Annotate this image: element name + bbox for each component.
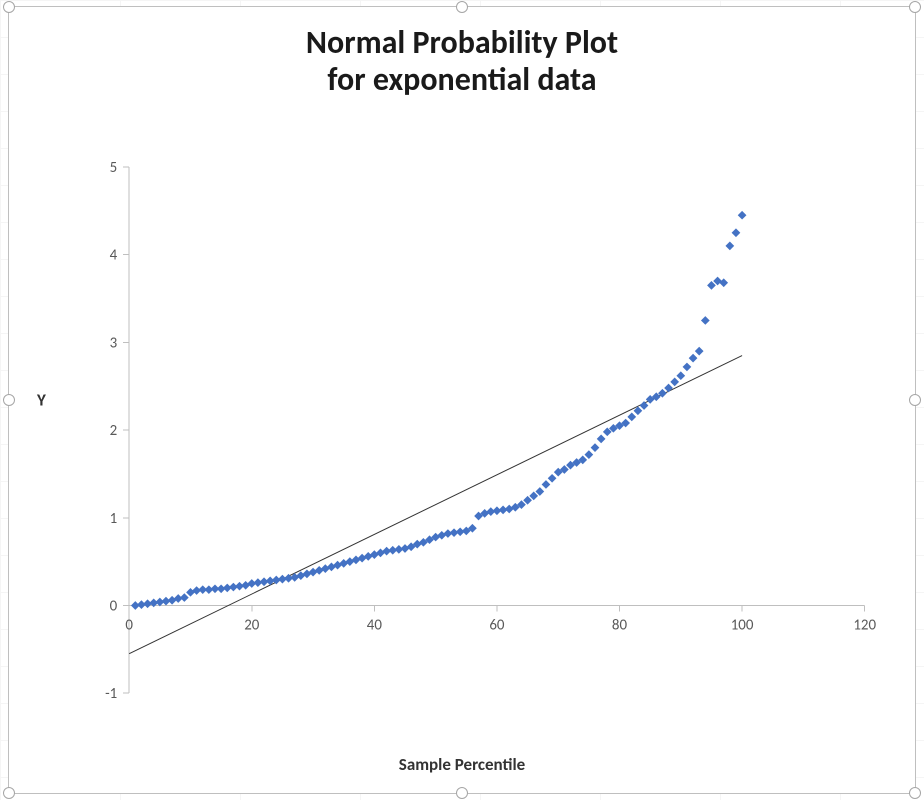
- chart-container[interactable]: Normal Probability Plot for exponential …: [8, 6, 916, 794]
- data-point: [364, 552, 373, 561]
- y-tick-label: 4: [110, 247, 118, 265]
- x-tick-label: 40: [367, 616, 383, 634]
- data-point: [591, 443, 600, 452]
- resize-handle-middle-right[interactable]: [909, 394, 921, 406]
- resize-handle-top-right[interactable]: [909, 1, 921, 13]
- data-point: [670, 377, 679, 386]
- data-point: [296, 571, 305, 580]
- data-point: [376, 548, 385, 557]
- data-point: [640, 401, 649, 410]
- chart-title-line1: Normal Probability Plot: [306, 23, 618, 62]
- y-tick-label: -1: [105, 685, 117, 703]
- data-point: [339, 559, 348, 568]
- data-point: [676, 371, 685, 380]
- data-point: [333, 561, 342, 570]
- y-tick-label: 2: [110, 422, 118, 440]
- resize-handle-bottom-right[interactable]: [909, 787, 921, 799]
- data-point: [303, 570, 312, 579]
- x-tick-label: 0: [125, 616, 133, 634]
- data-point: [370, 550, 379, 559]
- data-point: [315, 566, 324, 575]
- data-point: [695, 347, 704, 356]
- data-point: [627, 413, 636, 422]
- data-point: [664, 384, 673, 393]
- data-point: [401, 544, 410, 553]
- chart-title[interactable]: Normal Probability Plot for exponential …: [9, 25, 915, 99]
- y-tick-label: 1: [110, 510, 118, 528]
- data-point: [548, 474, 557, 483]
- data-point: [168, 596, 177, 605]
- x-tick-label: 80: [612, 616, 628, 634]
- data-point: [701, 316, 710, 325]
- resize-handle-bottom-center[interactable]: [456, 787, 468, 799]
- data-point: [352, 556, 361, 565]
- data-point: [523, 496, 532, 505]
- y-tick-label: 0: [110, 597, 118, 615]
- data-point: [241, 581, 250, 590]
- data-point: [321, 564, 330, 573]
- plot-area[interactable]: -1 0 1 2 3 4 5 0 20 40 60 80 100 120: [69, 157, 885, 743]
- data-point: [358, 554, 367, 563]
- data-point: [683, 363, 692, 372]
- data-point: [309, 568, 318, 577]
- data-point: [542, 480, 551, 489]
- data-point: [327, 563, 336, 572]
- data-point: [505, 505, 514, 514]
- data-point: [689, 354, 698, 363]
- resize-handle-top-left[interactable]: [3, 1, 15, 13]
- scatter-plot-svg: -1 0 1 2 3 4 5 0 20 40 60 80 100 120: [69, 157, 885, 743]
- data-point: [186, 588, 195, 597]
- data-point: [180, 593, 189, 602]
- resize-handle-middle-left[interactable]: [3, 394, 15, 406]
- data-point: [597, 434, 606, 443]
- data-point: [437, 531, 446, 540]
- x-tick-label: 20: [244, 616, 260, 634]
- x-tick-label: 100: [731, 616, 754, 634]
- data-point: [713, 277, 722, 286]
- data-point: [732, 228, 741, 237]
- data-point: [529, 491, 538, 500]
- x-tick-label: 60: [489, 616, 505, 634]
- y-axis-label[interactable]: Y: [37, 390, 46, 411]
- x-axis-label[interactable]: Sample Percentile: [9, 754, 915, 775]
- resize-handle-top-center[interactable]: [456, 1, 468, 13]
- resize-handle-bottom-left[interactable]: [3, 787, 15, 799]
- data-point: [719, 278, 728, 287]
- data-point: [585, 450, 594, 459]
- chart-title-line2: for exponential data: [327, 60, 596, 99]
- x-tick-label: 120: [853, 616, 876, 634]
- data-point: [707, 281, 716, 290]
- y-tick-label: 5: [110, 159, 118, 177]
- data-point: [535, 487, 544, 496]
- data-point: [725, 242, 734, 251]
- data-point: [345, 557, 354, 566]
- y-tick-label: 3: [110, 334, 118, 352]
- data-point: [738, 211, 747, 220]
